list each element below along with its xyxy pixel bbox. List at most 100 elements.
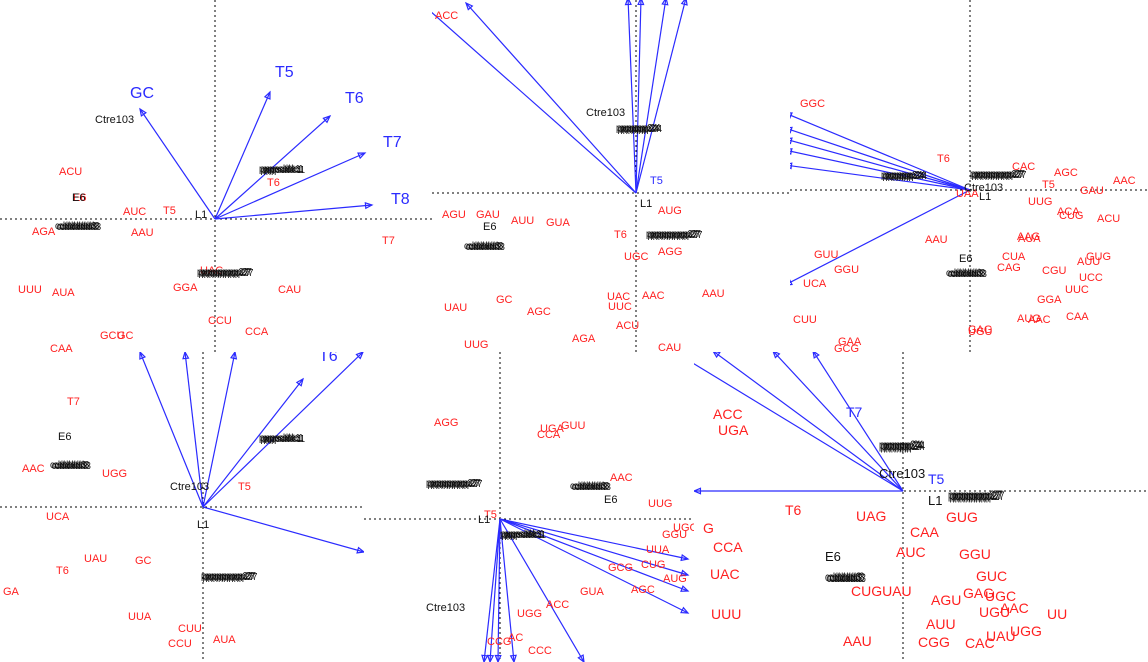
codon-point-label: AGU <box>442 209 466 221</box>
codon-point-label: T6 <box>614 229 627 241</box>
codon-point-label: ACU <box>616 320 639 332</box>
codon-point-label: GGU <box>662 529 687 541</box>
vector-arrowhead <box>481 654 489 662</box>
sample-label: L1 <box>640 198 652 210</box>
vector-arrowhead <box>295 377 304 387</box>
vector-arrowhead <box>322 114 332 124</box>
vector-arrowhead <box>139 107 147 117</box>
loading-vector <box>202 506 364 553</box>
loading-vector <box>627 0 637 194</box>
codon-point-label: UAC <box>200 265 223 277</box>
overplotted-label: cddddd3 <box>464 241 501 252</box>
overplotted-label: pppppppp27 <box>648 230 700 241</box>
overplotted-label: cddddd3 <box>572 482 609 493</box>
vector-arrowhead <box>509 654 517 662</box>
codon-point-label: CUGUAU <box>851 583 912 599</box>
overplotted-label: pppppp24 <box>618 124 660 135</box>
overplotted-label: pppsddc1 <box>262 433 304 444</box>
overplotted-label: pppppppp27 <box>201 571 253 582</box>
codon-point-label: GC <box>135 555 152 567</box>
codon-point-label: CAU <box>278 284 301 296</box>
codon-point-label: GGA <box>173 282 198 294</box>
sample-label: L1 <box>478 514 490 526</box>
codon-point-label: CGU <box>1042 265 1067 277</box>
codon-point-label: AGC <box>527 306 551 318</box>
vector-arrowhead <box>486 654 495 662</box>
biplot-panel-bottom-middle: AGG UGA GUU CCA AAC UUG T5 UGC GGU UUA GCG CUG AUG AG… <box>364 352 694 662</box>
vector-arrowhead <box>357 152 367 160</box>
codon-point-label: T6 <box>937 153 950 165</box>
overplotted-label: pppppppp27 <box>429 478 481 489</box>
loading-vector <box>790 139 971 191</box>
codon-point-label: UCA <box>803 278 827 290</box>
loading-vector <box>202 352 236 508</box>
codon-point-label: GGU <box>834 264 859 276</box>
codon-point-label: UGC <box>624 251 649 263</box>
codon-point-label: CAG <box>997 262 1021 274</box>
vector-label: GC <box>130 85 154 102</box>
biplot-svg: GGC T6 CAC AGC AAC UAA T5 UUG GAU CUG ACU ACA AAGAUA… <box>790 0 1148 352</box>
loading-vector <box>432 11 637 194</box>
biplot-panel-top-middle: T5 ACC AGU GAU AUU GUA AUG T6 AGG UGC UAU AGC GC UAC U… <box>432 0 790 352</box>
codon-point-label: ACC <box>546 599 569 611</box>
loading-vector <box>202 352 364 508</box>
codon-point-label: UUU <box>711 606 741 622</box>
codon-point-label: CAU <box>658 342 681 352</box>
vector-arrowhead <box>680 553 690 562</box>
loading-vector <box>499 518 585 662</box>
overplotted-label: cdddddd3 <box>57 222 99 233</box>
overplotted-label: cddddd3 <box>55 461 92 472</box>
codon-point-label: UAU <box>84 553 107 565</box>
codon-point-label: T7 <box>67 396 80 408</box>
loading-vector <box>184 352 204 508</box>
overplotted-label: pppppppp27 <box>200 267 252 278</box>
codon-point-label: CAA <box>1066 311 1089 323</box>
vector-arrowhead <box>790 137 793 145</box>
codon-point-label: AGC <box>631 584 655 596</box>
overplotted-label: pppsddc1 <box>503 529 545 540</box>
overplotted-label: pppppppp27 <box>951 488 1003 502</box>
codon-point-label: UGU <box>979 604 1010 620</box>
loading-vector <box>214 91 271 220</box>
codon-point-label: AAU <box>843 633 872 649</box>
codon-point-label: GGA <box>1037 294 1062 306</box>
loading-vector <box>713 352 904 492</box>
codon-point-label: T5 <box>484 509 497 521</box>
overplotted-label: pppppppp27 <box>649 229 701 240</box>
codon-point-label: GUC <box>976 568 1007 584</box>
loading-vector <box>214 204 373 220</box>
vector-arrowhead <box>790 147 793 156</box>
biplot-svg: GC T5 T6 T7 T8 ACU AUC T5 AGA AAU T7 T6 E6 UAC UUU AUA C… <box>0 0 432 352</box>
codon-point-label: UUA <box>646 544 670 556</box>
overplotted-label: pppppp24 <box>883 171 925 182</box>
vector-arrowhead <box>680 606 690 614</box>
codon-point-label: UGG <box>102 468 127 480</box>
codon-point-label: GAG <box>963 585 994 601</box>
overplotted-label: pppppppp27 <box>197 267 249 278</box>
codon-point-label: UUG <box>1028 196 1052 208</box>
overplotted-label: cddddd3 <box>827 571 864 585</box>
codon-point-label: UAU <box>444 302 467 314</box>
loading-vector <box>790 189 971 284</box>
codon-point-label: CCA <box>713 539 743 555</box>
overplotted-label: pppppppp27 <box>948 488 1000 502</box>
codon-point-label: UGG <box>517 608 542 620</box>
codon-point-label: AUC <box>896 544 926 560</box>
codon-point-label: GAU <box>476 209 500 221</box>
codon-point-label: CAC <box>1012 161 1035 173</box>
codon-point-label: AAC <box>610 472 633 484</box>
codon-point-label: AAC <box>1028 314 1051 326</box>
codon-point-label: CAA <box>50 343 73 352</box>
sample-label: L1 <box>195 209 207 221</box>
codon-point-label: AGC <box>1054 167 1078 179</box>
codon-point-label: UGA <box>540 423 565 435</box>
loading-vector <box>790 114 971 191</box>
vector-arrowhead <box>139 352 147 360</box>
overplotted-label: cddddd3 <box>467 241 504 252</box>
codon-point-label: AGU <box>931 592 961 608</box>
codon-point-label: GUG <box>1086 251 1111 263</box>
overplotted-label: pppppppp27 <box>203 572 255 583</box>
codon-point-label: AAC <box>1000 600 1029 616</box>
overplotted-label: pppsddc1 <box>259 164 301 175</box>
